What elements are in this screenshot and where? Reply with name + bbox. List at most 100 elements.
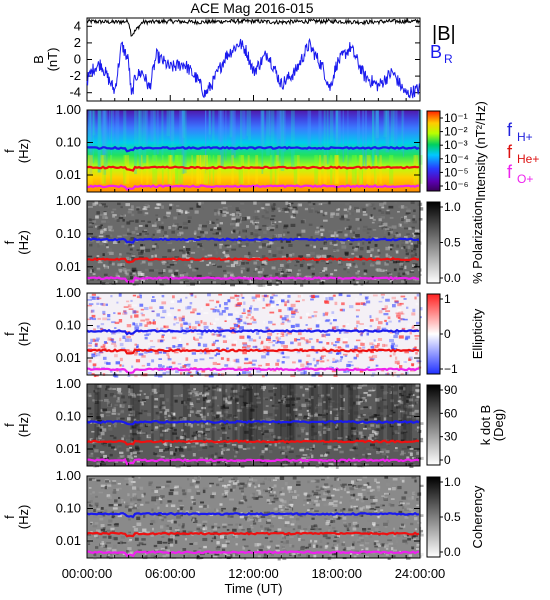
kdb-cell <box>418 440 423 443</box>
coh-cell <box>304 497 307 500</box>
pol-cell <box>296 261 300 263</box>
kdb-cell <box>385 450 390 454</box>
coh-cell <box>227 514 230 518</box>
coh-cell <box>120 535 126 539</box>
kdb-cell <box>127 417 131 421</box>
kdb-cell <box>145 462 148 466</box>
kdb-cell <box>416 426 420 429</box>
kdb-cell <box>324 454 328 457</box>
coh-cell <box>414 517 418 521</box>
ellipticity-cell <box>130 315 133 319</box>
ellipticity-cell <box>333 294 336 297</box>
ellipticity-cell <box>331 311 335 314</box>
ellipticity-cell <box>194 295 197 299</box>
coh-cell <box>221 544 227 548</box>
kdb-cell <box>87 407 92 410</box>
coh-cell <box>410 522 414 526</box>
coh-cell <box>247 530 252 534</box>
pol-cell <box>257 210 260 213</box>
kdb-cell <box>255 426 260 429</box>
kdb-cell <box>190 424 193 428</box>
pol-cell <box>155 245 159 249</box>
coh-cell <box>117 514 122 518</box>
coh-cell <box>112 549 117 552</box>
coh-cell <box>151 489 154 493</box>
coh-cell <box>303 499 308 502</box>
ellipticity-cell <box>242 343 248 347</box>
pol-cell <box>186 251 189 255</box>
pol-cell <box>122 234 128 237</box>
kdb-cell <box>357 413 362 417</box>
kdb-cell <box>260 390 265 393</box>
coh-cell <box>380 504 384 507</box>
ellipticity-cell <box>122 364 125 367</box>
pol-cell <box>412 266 416 269</box>
ellipticity-cell <box>333 319 337 322</box>
coh-cell <box>352 527 357 531</box>
pol-cell <box>127 210 132 214</box>
coh-cell <box>355 485 361 489</box>
intensity-streak <box>208 110 211 140</box>
kdb-cell <box>392 391 398 395</box>
coh-cell <box>331 553 337 556</box>
kdb-cell <box>192 393 197 398</box>
ellipticity-cell <box>310 298 314 301</box>
coh-cell <box>161 516 167 519</box>
coh-cell <box>167 500 172 503</box>
coh-cell <box>326 536 331 540</box>
ellipticity-cell <box>129 338 133 342</box>
coh-cell <box>243 498 247 502</box>
intensity-streak-low <box>345 155 348 184</box>
pol-cell <box>219 222 223 225</box>
ellipticity-cell <box>362 339 366 343</box>
kdb-cell <box>99 428 103 432</box>
ellipticity-cell <box>111 331 114 334</box>
kdb-cell <box>329 400 332 404</box>
kdb-cell <box>251 424 256 427</box>
pol-cell <box>275 283 279 286</box>
kdb-streak <box>288 384 294 442</box>
coh-cell <box>88 503 92 507</box>
kdb-cell <box>315 403 319 407</box>
ellipticity-cell <box>370 357 376 360</box>
coh-cell <box>271 515 276 518</box>
pol-cell <box>204 231 208 234</box>
coh-cell <box>384 526 388 528</box>
pol-cell <box>363 279 368 282</box>
pol-cell <box>165 215 170 217</box>
kdb-cell <box>219 444 223 447</box>
ellipticity-cell <box>212 341 216 345</box>
pol-cell <box>264 262 268 266</box>
cyclotron-line-Heplus <box>86 439 420 446</box>
ellipticity-cell <box>266 346 271 350</box>
ellipticity-cell <box>196 333 201 335</box>
ellipticity-cell <box>355 309 360 312</box>
ytick-label: 1.00 <box>56 102 81 117</box>
coh-cell <box>326 490 331 493</box>
pol-cell <box>287 203 290 208</box>
ellipticity-cell <box>278 309 282 313</box>
coh-cell <box>145 554 148 558</box>
ellipticity-cell <box>200 320 203 324</box>
ellipticity-cell <box>173 318 178 321</box>
kdb-cell <box>401 452 407 455</box>
ellipticity-cell <box>114 327 117 329</box>
pol-cell <box>258 274 262 277</box>
pol-cell <box>310 236 313 239</box>
ellipticity-cell <box>102 313 106 316</box>
kdb-cell <box>186 424 190 428</box>
pol-cell <box>105 244 109 247</box>
coh-cell <box>108 554 111 557</box>
coh-cell <box>373 496 378 499</box>
kdb-cell <box>375 398 380 402</box>
coh-cell <box>401 479 405 483</box>
kdb-cell <box>353 401 356 405</box>
coh-cell <box>341 543 346 546</box>
coh-cell <box>87 501 91 504</box>
kdb-cell <box>225 464 230 467</box>
coh-cell <box>333 540 337 543</box>
ellipticity-cell <box>335 346 339 349</box>
pol-cell <box>333 231 337 235</box>
ellipticity-cell <box>261 374 265 378</box>
kdb-streak <box>234 384 238 442</box>
